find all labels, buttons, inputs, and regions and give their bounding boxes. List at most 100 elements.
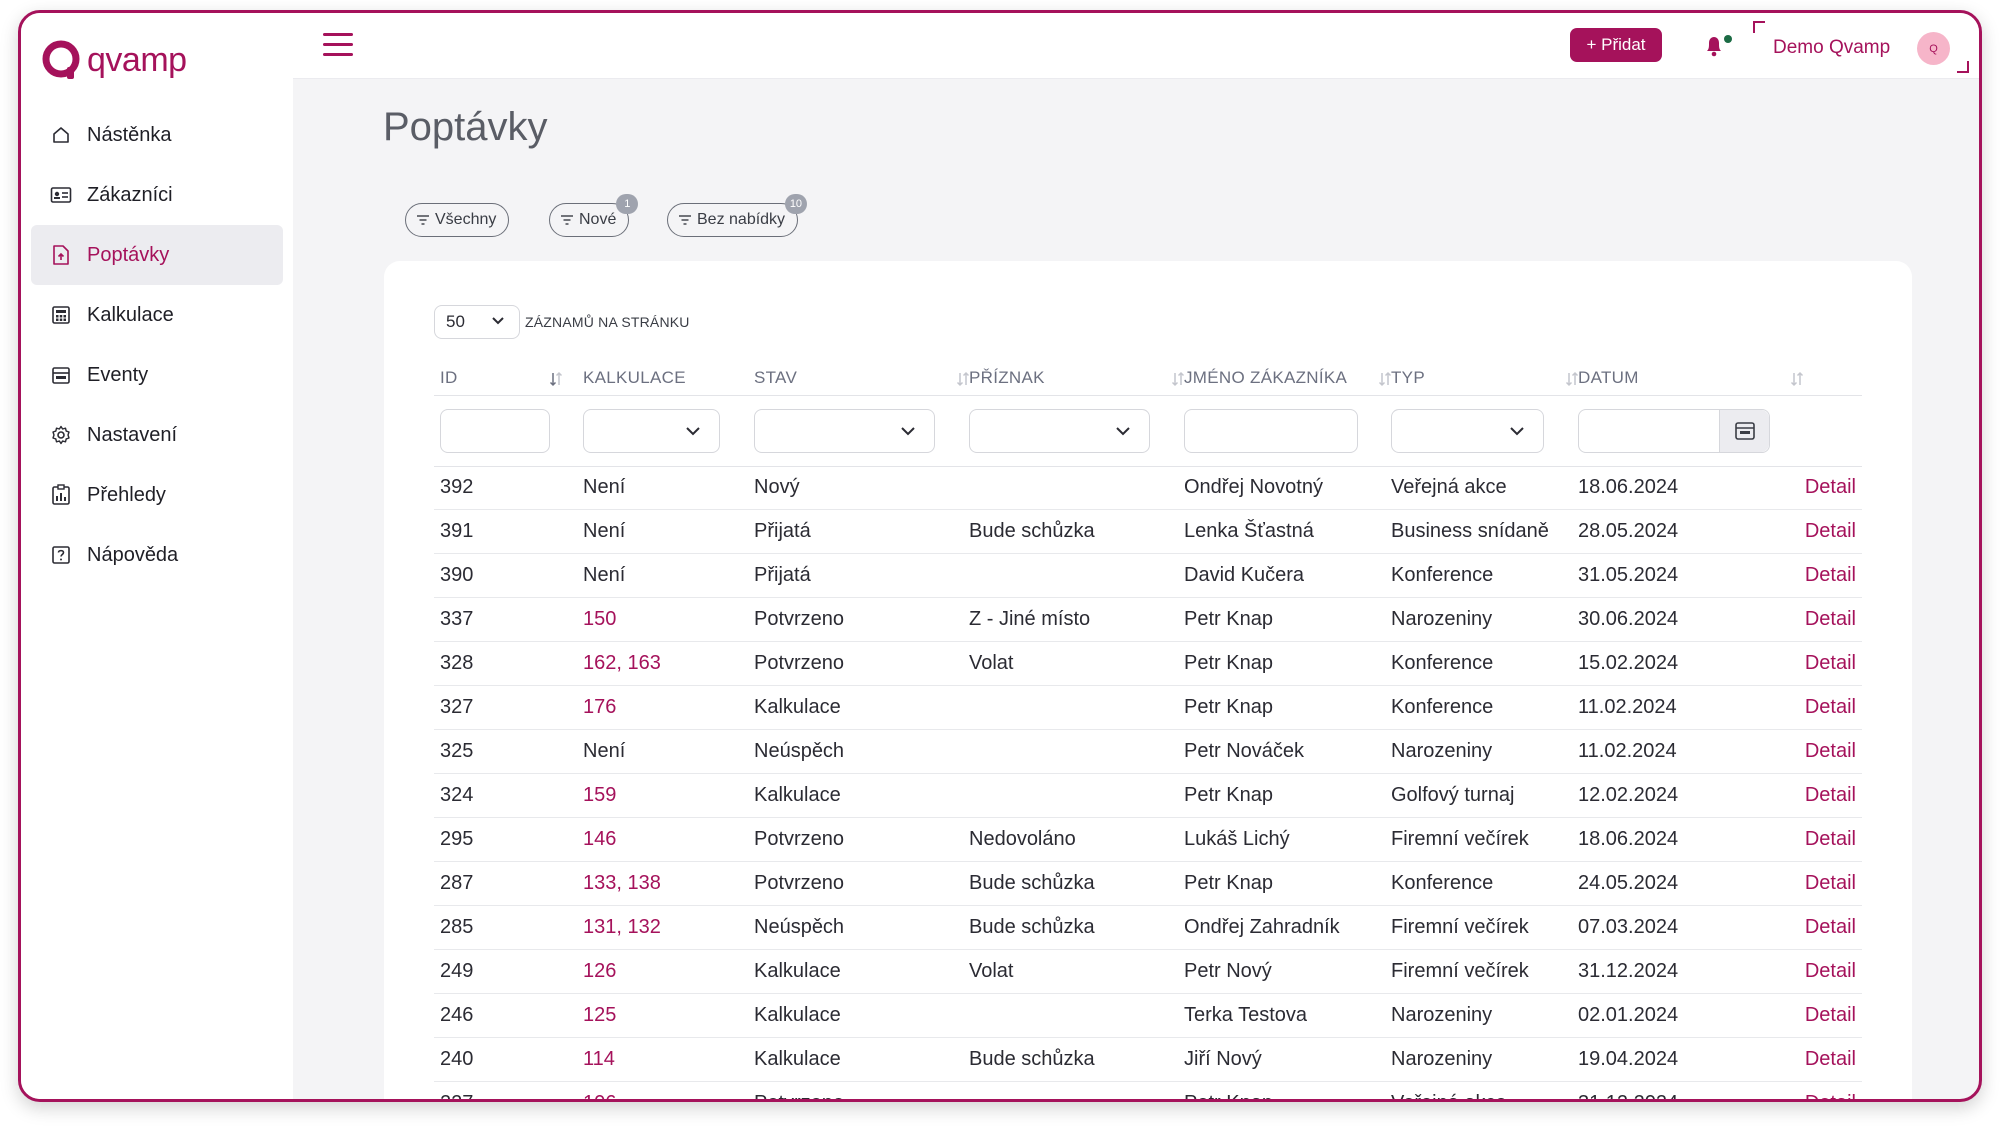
sort-icon[interactable] bbox=[956, 371, 970, 387]
calculation-link[interactable]: 106 bbox=[583, 1092, 616, 1099]
id-filter-input[interactable] bbox=[440, 409, 550, 453]
calculation-link[interactable]: 150 bbox=[583, 608, 617, 630]
column-header-datum[interactable]: DATUM bbox=[1578, 368, 1639, 387]
per-page-value: 50 bbox=[446, 312, 465, 331]
filter-icon bbox=[417, 215, 429, 225]
table-row: 390 Není Přijatá David Kučera Konference 31.0… bbox=[434, 554, 1862, 598]
detail-link[interactable]: Detail bbox=[1804, 828, 1856, 850]
filter-chip-bez-nabidky[interactable]: Bez nabídky 10 bbox=[667, 194, 808, 237]
filter-chip-vsechny[interactable]: Všechny bbox=[405, 203, 510, 237]
sidebar-item-prehledy[interactable]: Přehledy bbox=[31, 465, 283, 525]
cell-stav: Kalkulace bbox=[754, 1004, 841, 1026]
filter-chip-nove[interactable]: Nové 1 bbox=[549, 194, 639, 237]
app-window: qvamp Nástěnka Zákazníci Poptávky bbox=[18, 10, 1982, 1102]
cell-stav: Potvrzeno bbox=[754, 608, 845, 630]
detail-link[interactable]: Detail bbox=[1804, 1004, 1856, 1026]
calculation-link[interactable]: 131, 132 bbox=[583, 916, 661, 938]
id-card-icon bbox=[49, 183, 73, 207]
cell-priznak: Bude schůzka bbox=[969, 520, 1095, 542]
user-menu[interactable]: Demo Qvamp Q bbox=[1753, 21, 1969, 73]
cell-id: 295 bbox=[440, 828, 474, 850]
menu-toggle-icon[interactable] bbox=[323, 33, 353, 57]
table-row: 392 Není Nový Ondřej Novotný Veřejná akce 18.… bbox=[434, 466, 1862, 510]
priznak-filter-select[interactable] bbox=[969, 409, 1150, 453]
sort-icon[interactable] bbox=[1565, 371, 1579, 387]
sidebar-item-napoveda[interactable]: Nápověda bbox=[31, 525, 283, 585]
detail-link[interactable]: Detail bbox=[1804, 960, 1856, 982]
cell-typ: Firemní večírek bbox=[1391, 916, 1529, 938]
notification-bell-icon[interactable] bbox=[1703, 33, 1735, 59]
detail-link[interactable]: Detail bbox=[1804, 872, 1856, 894]
calculation-link[interactable]: 126 bbox=[583, 960, 617, 982]
per-page-select[interactable]: 50 bbox=[434, 305, 520, 339]
sort-icon[interactable] bbox=[1790, 371, 1804, 387]
sidebar-item-zakaznici[interactable]: Zákazníci bbox=[31, 165, 283, 225]
per-page-control: 50 ZÁZNAMŮ NA STRÁNKU bbox=[434, 305, 690, 339]
detail-link[interactable]: Detail bbox=[1804, 740, 1856, 762]
logo[interactable]: qvamp bbox=[41, 35, 187, 85]
sidebar-item-poptavky[interactable]: Poptávky bbox=[31, 225, 283, 285]
sidebar-item-eventy[interactable]: Eventy bbox=[31, 345, 283, 405]
cell-typ: Konference bbox=[1391, 696, 1494, 718]
calculation-link[interactable]: 159 bbox=[583, 784, 617, 806]
cell-priznak: Volat bbox=[969, 960, 1014, 982]
gear-icon bbox=[49, 423, 73, 447]
column-header-jmeno-zakaznika[interactable]: JMÉNO ZÁKAZNÍKA bbox=[1184, 368, 1348, 387]
cell-typ: Konference bbox=[1391, 872, 1494, 894]
calendar-icon[interactable] bbox=[1719, 410, 1769, 452]
column-header-id[interactable]: ID bbox=[440, 368, 458, 387]
sidebar-item-label: Poptávky bbox=[87, 243, 170, 266]
sort-icon[interactable] bbox=[1378, 371, 1392, 387]
detail-link[interactable]: Detail bbox=[1804, 652, 1856, 674]
column-header-stav[interactable]: STAV bbox=[754, 368, 798, 387]
calculation-link[interactable]: 162, 163 bbox=[583, 652, 661, 674]
cell-typ: Firemní večírek bbox=[1391, 960, 1529, 982]
jmeno-filter-input[interactable] bbox=[1184, 409, 1358, 453]
detail-link[interactable]: Detail bbox=[1804, 520, 1856, 542]
detail-link[interactable]: Detail bbox=[1804, 1048, 1856, 1070]
sort-icon[interactable] bbox=[1171, 371, 1185, 387]
table-row: 391 Není Přijatá Bude schůzka Lenka Šťastná B… bbox=[434, 510, 1862, 554]
calculation-link[interactable]: 176 bbox=[583, 696, 617, 718]
table-row: 249 126 Kalkulace Volat Petr Nový Firemní več… bbox=[434, 950, 1862, 994]
column-header-typ[interactable]: TYP bbox=[1391, 368, 1425, 387]
cell-kalkulace: Není bbox=[583, 740, 626, 762]
cell-stav: Neúspěch bbox=[754, 740, 845, 762]
sidebar-item-label: Zákazníci bbox=[87, 183, 173, 206]
sidebar-item-nastaveni[interactable]: Nastavení bbox=[31, 405, 283, 465]
cell-jmeno: Petr Nováček bbox=[1184, 740, 1305, 762]
sidebar-item-label: Eventy bbox=[87, 363, 149, 386]
table-row: 327 176 Kalkulace Petr Knap Konference 11.02.… bbox=[434, 686, 1862, 730]
kalkulace-filter-select[interactable] bbox=[583, 409, 720, 453]
cell-typ: Veřejná akce bbox=[1391, 476, 1507, 498]
detail-link[interactable]: Detail bbox=[1804, 916, 1856, 938]
datum-filter-input[interactable] bbox=[1578, 409, 1770, 453]
detail-link[interactable]: Detail bbox=[1804, 564, 1856, 586]
calculation-link[interactable]: 133, 138 bbox=[583, 872, 661, 894]
help-icon bbox=[49, 543, 73, 567]
sidebar-item-nastenka[interactable]: Nástěnka bbox=[31, 105, 283, 165]
detail-link[interactable]: Detail bbox=[1804, 476, 1856, 498]
stav-filter-select[interactable] bbox=[754, 409, 935, 453]
typ-filter-select[interactable] bbox=[1391, 409, 1544, 453]
detail-link[interactable]: Detail bbox=[1804, 784, 1856, 806]
column-header-priznak[interactable]: PŘÍZNAK bbox=[969, 368, 1045, 387]
filter-chip-label: Všechny bbox=[435, 211, 497, 228]
header-divider bbox=[434, 395, 1862, 396]
sidebar-item-kalkulace[interactable]: Kalkulace bbox=[31, 285, 283, 345]
column-header-kalkulace[interactable]: KALKULACE bbox=[583, 368, 686, 387]
cell-datum: 28.05.2024 bbox=[1578, 520, 1679, 542]
calculation-link[interactable]: 114 bbox=[583, 1048, 615, 1070]
calculation-link[interactable]: 125 bbox=[583, 1004, 617, 1026]
sort-icon[interactable] bbox=[549, 371, 563, 387]
cell-id: 390 bbox=[440, 564, 474, 586]
cell-datum: 18.06.2024 bbox=[1578, 828, 1679, 850]
sidebar: qvamp Nástěnka Zákazníci Poptávky bbox=[21, 13, 293, 1099]
avatar: Q bbox=[1917, 32, 1950, 65]
detail-link[interactable]: Detail bbox=[1804, 696, 1856, 718]
calculation-link[interactable]: 146 bbox=[583, 828, 617, 850]
add-button[interactable]: + Přidat bbox=[1570, 28, 1662, 62]
detail-link[interactable]: Detail bbox=[1804, 608, 1856, 630]
cell-datum: 02.01.2024 bbox=[1578, 1004, 1679, 1026]
detail-link[interactable]: Detail bbox=[1805, 1092, 1856, 1099]
